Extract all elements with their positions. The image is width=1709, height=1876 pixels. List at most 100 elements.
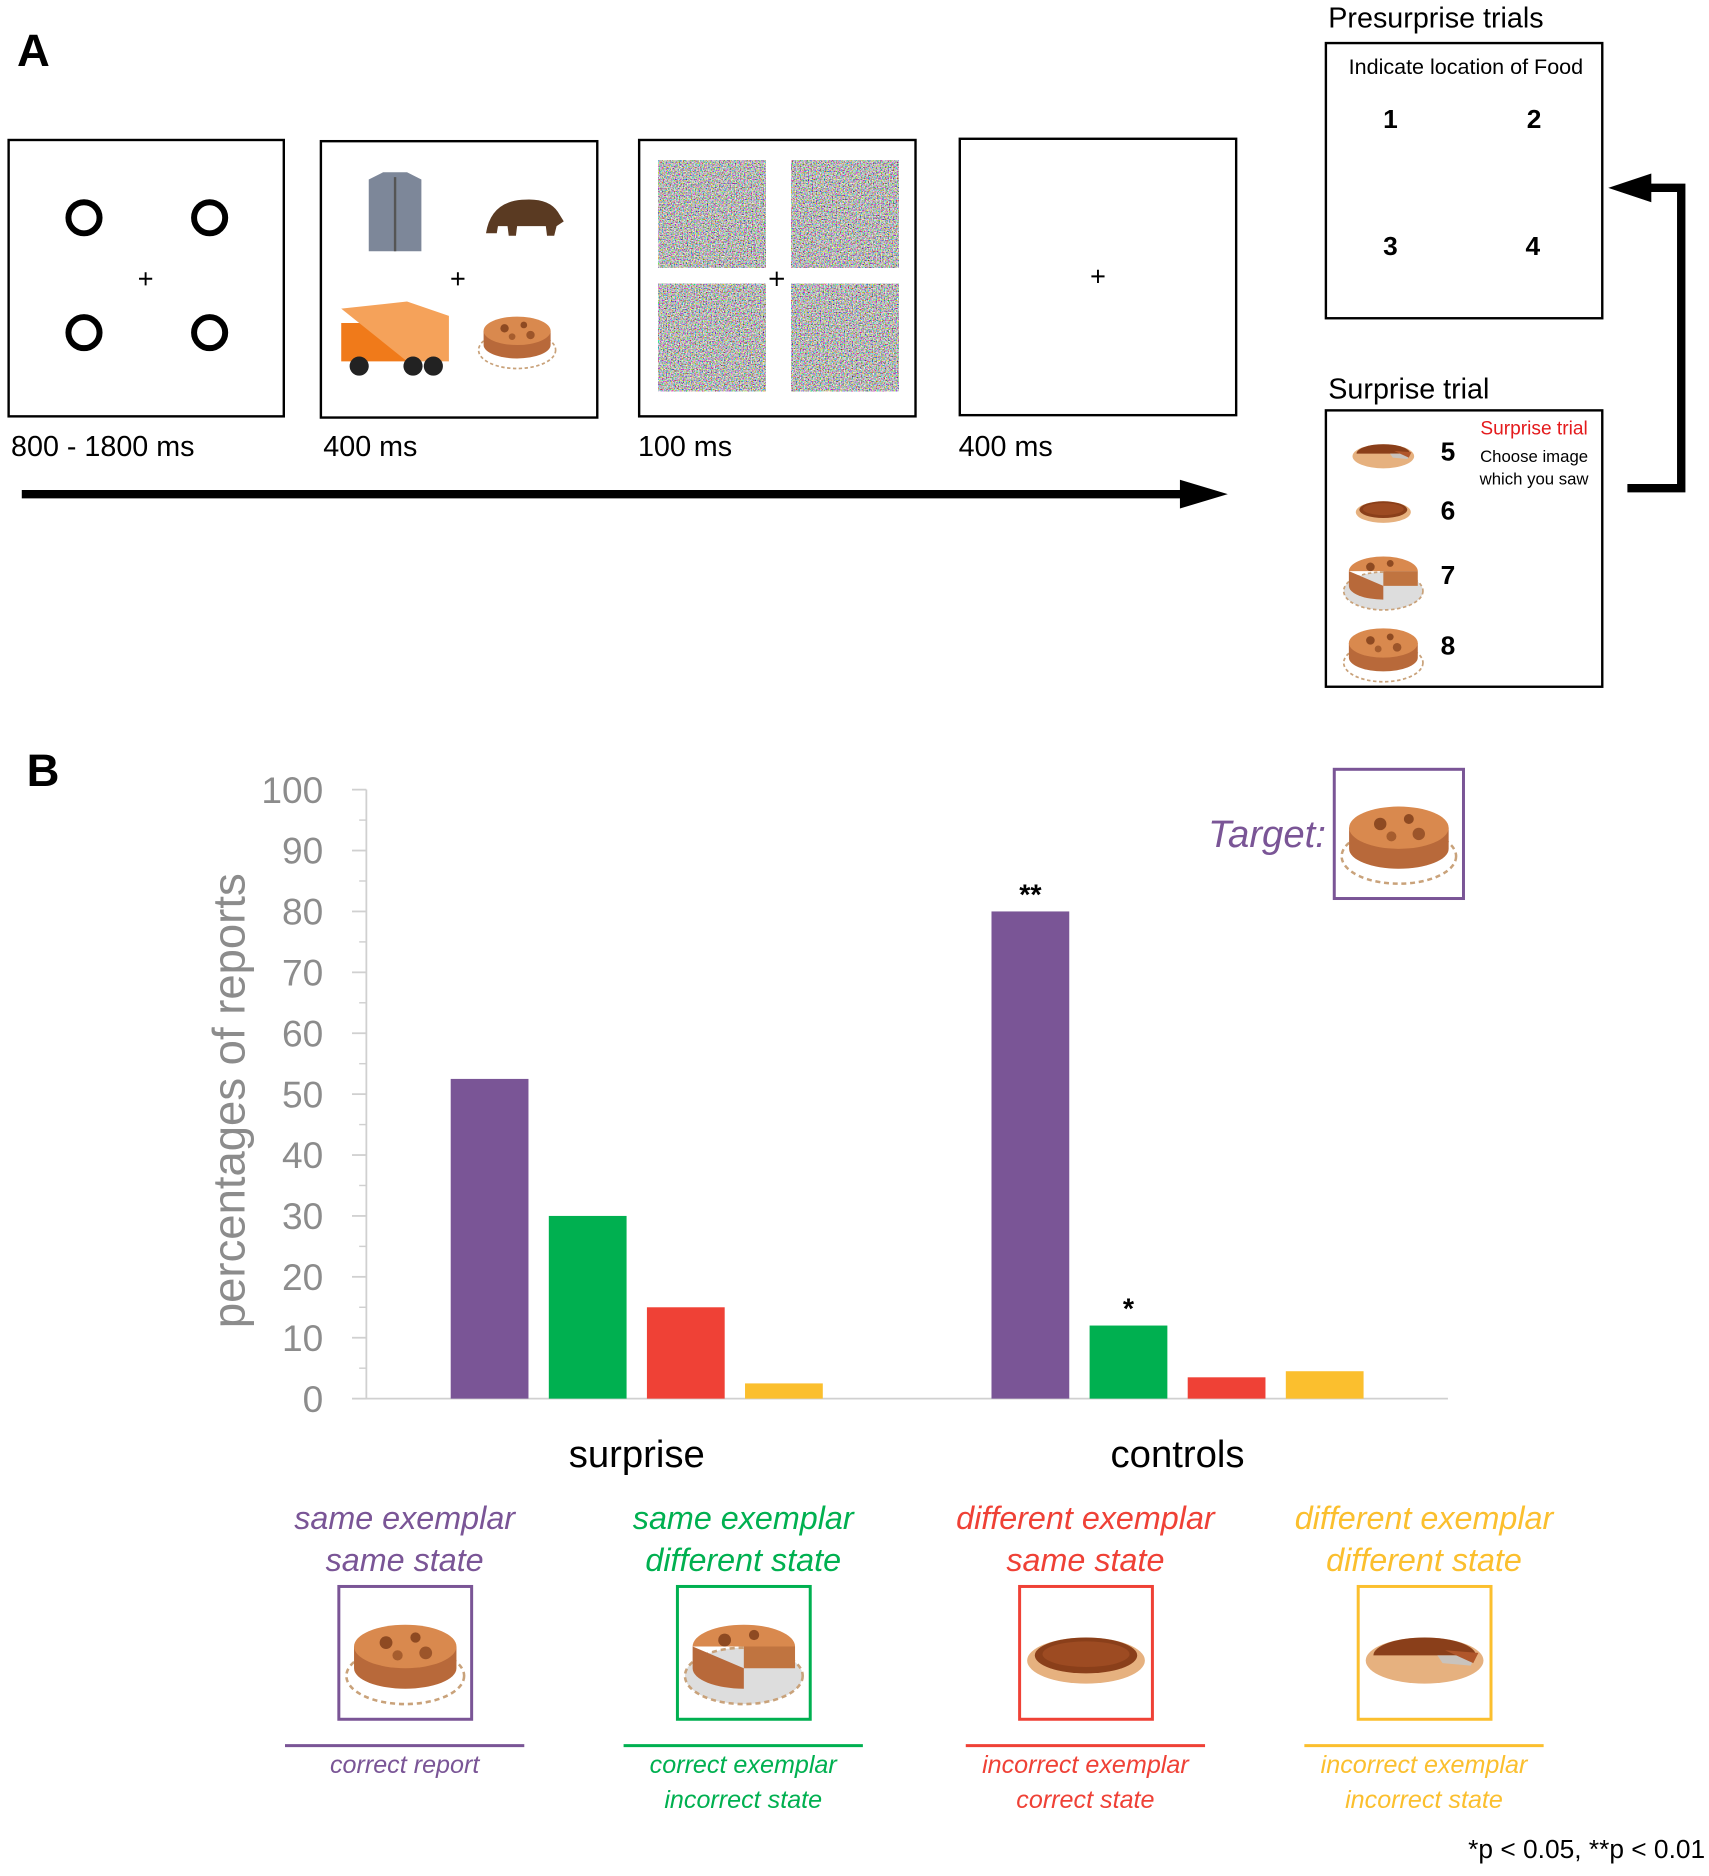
bar xyxy=(745,1383,823,1399)
y-tick-label: 80 xyxy=(282,891,323,933)
fixation xyxy=(139,272,153,286)
option-number: 7 xyxy=(1441,560,1456,590)
target-label: Target: xyxy=(1208,813,1326,856)
durations: 800 - 1800 ms 400 ms 100 ms 400 ms xyxy=(11,431,1053,463)
legend-image xyxy=(1365,1637,1484,1684)
report-label: correct report xyxy=(329,1751,480,1780)
bar xyxy=(450,1078,529,1399)
significance-label: * xyxy=(1123,1293,1135,1325)
y-tick-label: 100 xyxy=(261,769,323,811)
wheel xyxy=(349,356,369,376)
duration: 400 ms xyxy=(323,431,417,463)
y-tick-label: 50 xyxy=(282,1073,323,1115)
legend-swatch xyxy=(337,1584,474,1721)
option-number: 6 xyxy=(1441,495,1456,525)
surprise-box xyxy=(1324,409,1604,688)
prompt: Indicate location of Food xyxy=(1349,55,1583,79)
option-image xyxy=(1342,555,1424,611)
significance-label: ** xyxy=(1019,879,1042,911)
report-label-box: incorrect exemplar incorrect state xyxy=(1320,1751,1528,1814)
stimulus-frames xyxy=(7,137,1238,419)
options: 5 6 7 8 xyxy=(1441,437,1456,661)
location-number: 1 xyxy=(1383,104,1398,134)
option-image xyxy=(1355,501,1411,523)
report-label: correct exemplar incorrect state xyxy=(649,1751,837,1814)
presurprise-box xyxy=(1324,41,1604,320)
mask xyxy=(658,283,766,392)
time-arrowhead xyxy=(1179,479,1228,509)
report-label: incorrect exemplar incorrect state xyxy=(1320,1751,1528,1814)
wheel xyxy=(403,356,423,376)
location-number: 3 xyxy=(1383,231,1398,261)
frame xyxy=(319,139,599,419)
location-number: 4 xyxy=(1526,231,1541,261)
object-images xyxy=(341,172,564,376)
wheel xyxy=(423,356,443,376)
frame xyxy=(7,138,285,418)
placeholder xyxy=(65,199,103,237)
footnote: *p < 0.05, **p < 0.01 xyxy=(1468,1834,1705,1864)
placeholder xyxy=(191,314,229,352)
fixation xyxy=(1091,269,1105,283)
box-title: Surprise trial xyxy=(1328,373,1489,405)
legend-label: different exemplar same state xyxy=(956,1500,1215,1579)
legend-image xyxy=(1027,1637,1145,1684)
surprise-heading: Surprise trial xyxy=(1480,418,1587,439)
target-box xyxy=(1332,767,1465,901)
legend-label-box: same exemplar different state xyxy=(632,1500,854,1579)
masks xyxy=(658,160,899,392)
fixation-crosses xyxy=(139,269,1105,286)
cake-image xyxy=(477,315,557,370)
y-tick-label: 20 xyxy=(282,1256,323,1298)
prompt: Choose image which you saw xyxy=(1479,446,1589,489)
loop-arrowhead xyxy=(1608,173,1652,203)
legend-image xyxy=(683,1623,804,1706)
option-image xyxy=(1352,444,1415,469)
legend-swatch xyxy=(675,1584,812,1721)
y-axis-label: percentages of reports xyxy=(203,873,254,1328)
legend-label: different exemplar different state xyxy=(1294,1500,1554,1579)
y-tick-label: 40 xyxy=(282,1134,323,1176)
legend-label-box: different exemplar same state xyxy=(956,1500,1215,1579)
location-number: 2 xyxy=(1527,104,1542,134)
option-image xyxy=(1342,627,1424,683)
frame xyxy=(958,137,1238,417)
placeholders xyxy=(65,199,229,352)
legend-label: same exemplar different state xyxy=(632,1500,854,1579)
placeholder xyxy=(191,199,229,237)
report-label-box: correct report xyxy=(329,1751,480,1780)
bear-image xyxy=(486,199,564,236)
panel-label: A xyxy=(17,25,50,76)
y-tick-label: 10 xyxy=(282,1317,323,1359)
mask xyxy=(658,160,766,268)
duration: 800 - 1800 ms xyxy=(11,431,195,463)
legend-swatch xyxy=(1018,1584,1154,1721)
truck-bed xyxy=(341,301,449,362)
y-tick-label: 60 xyxy=(282,1012,323,1054)
legend-swatch xyxy=(1356,1584,1493,1721)
locations: 1 2 3 4 xyxy=(1383,104,1541,261)
bar xyxy=(991,911,1070,1399)
placeholder xyxy=(65,314,103,352)
y-tick-label: 90 xyxy=(282,830,323,872)
fixation xyxy=(769,271,784,286)
loop-arrow xyxy=(1627,183,1686,493)
bar xyxy=(1187,1377,1266,1399)
legend-label: same exemplar same state xyxy=(294,1500,516,1579)
bar xyxy=(646,1307,725,1399)
x-tick-label: surprise xyxy=(569,1433,705,1476)
y-tick-label: 0 xyxy=(303,1378,324,1420)
bar xyxy=(1089,1325,1168,1399)
box-title: Presurprise trials xyxy=(1328,3,1543,35)
bar xyxy=(1285,1371,1364,1399)
prompt-box: Choose image which you saw xyxy=(1479,446,1589,489)
y-tick-label: 30 xyxy=(282,1195,323,1237)
fixation xyxy=(451,272,465,286)
duration: 100 ms xyxy=(638,431,732,463)
report-label-box: incorrect exemplar correct state xyxy=(982,1752,1189,1814)
panel-label: B xyxy=(27,745,60,796)
x-tick-label: controls xyxy=(1111,1433,1245,1476)
mask xyxy=(791,283,899,392)
